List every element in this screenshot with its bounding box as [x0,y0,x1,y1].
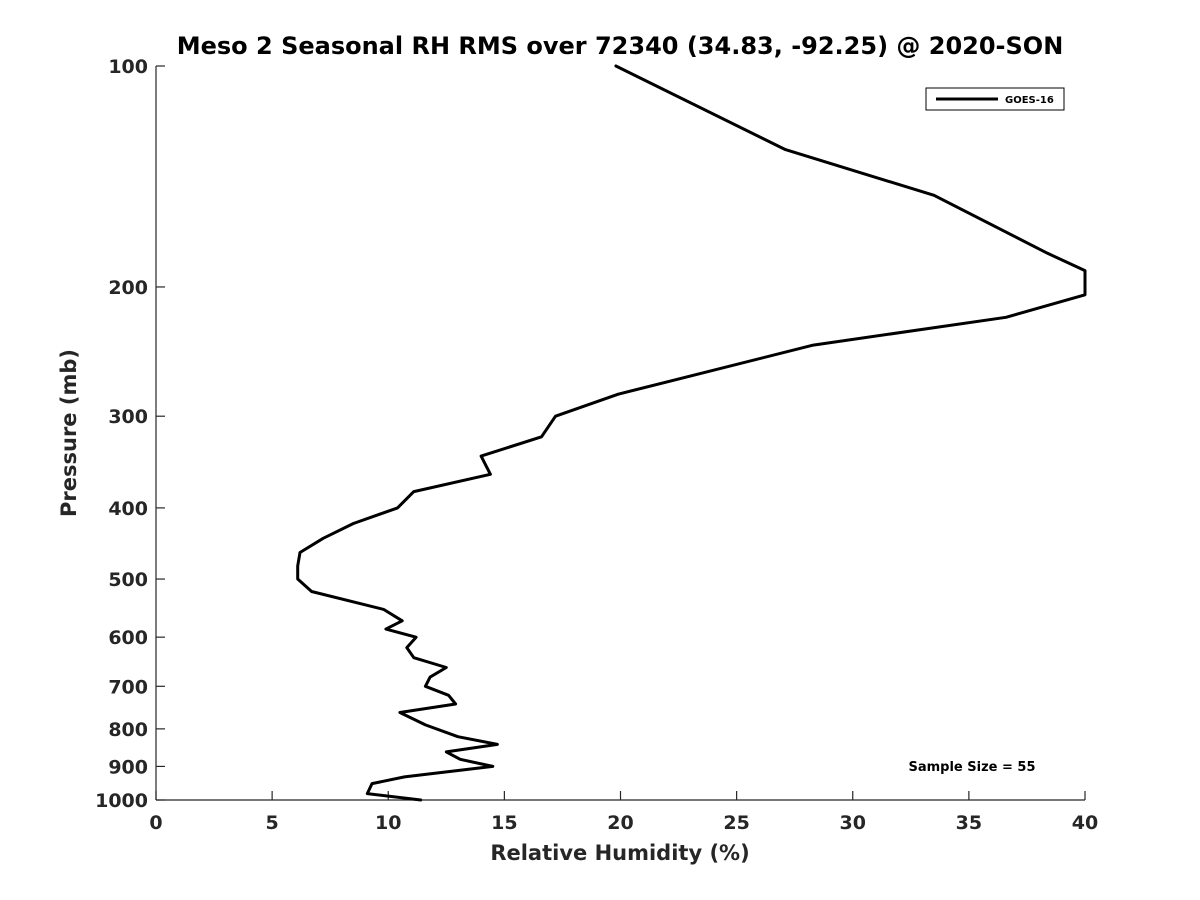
y-tick-label: 900 [108,756,148,778]
x-tick-label: 30 [840,812,866,834]
x-tick-label: 25 [723,812,749,834]
y-tick-label: 200 [108,277,148,299]
y-tick-label: 1000 [95,790,148,812]
y-tick-label: 500 [108,569,148,591]
y-tick-label: 400 [108,498,148,520]
x-tick-label: 10 [375,812,401,834]
x-tick-label: 0 [149,812,162,834]
y-tick-label: 700 [108,676,148,698]
y-tick-label: 300 [108,406,148,428]
x-tick-label: 5 [266,812,279,834]
y-axis-label: Pressure (mb) [57,349,81,517]
legend-label-goes-16: GOES-16 [1005,95,1054,106]
x-tick-label: 20 [607,812,633,834]
y-tick-label: 600 [108,627,148,649]
series-line-goes-16 [296,64,1087,802]
y-axis-ticks: 100 200 300 400 500 600 700 800 900 1000 [95,56,165,812]
x-tick-label: 40 [1072,812,1098,834]
sample-size-annotation: Sample Size = 55 [908,760,1035,775]
x-axis-ticks: 0 5 10 15 20 25 30 35 40 [149,791,1098,834]
legend: GOES-16 [925,87,1065,111]
chart-title: Meso 2 Seasonal RH RMS over 72340 (34.83… [177,32,1064,60]
x-tick-label: 15 [491,812,517,834]
x-tick-label: 35 [956,812,982,834]
x-axis-label: Relative Humidity (%) [490,841,749,865]
y-tick-label: 100 [108,56,148,78]
plot-area [155,66,1085,801]
y-tick-label: 800 [108,719,148,741]
